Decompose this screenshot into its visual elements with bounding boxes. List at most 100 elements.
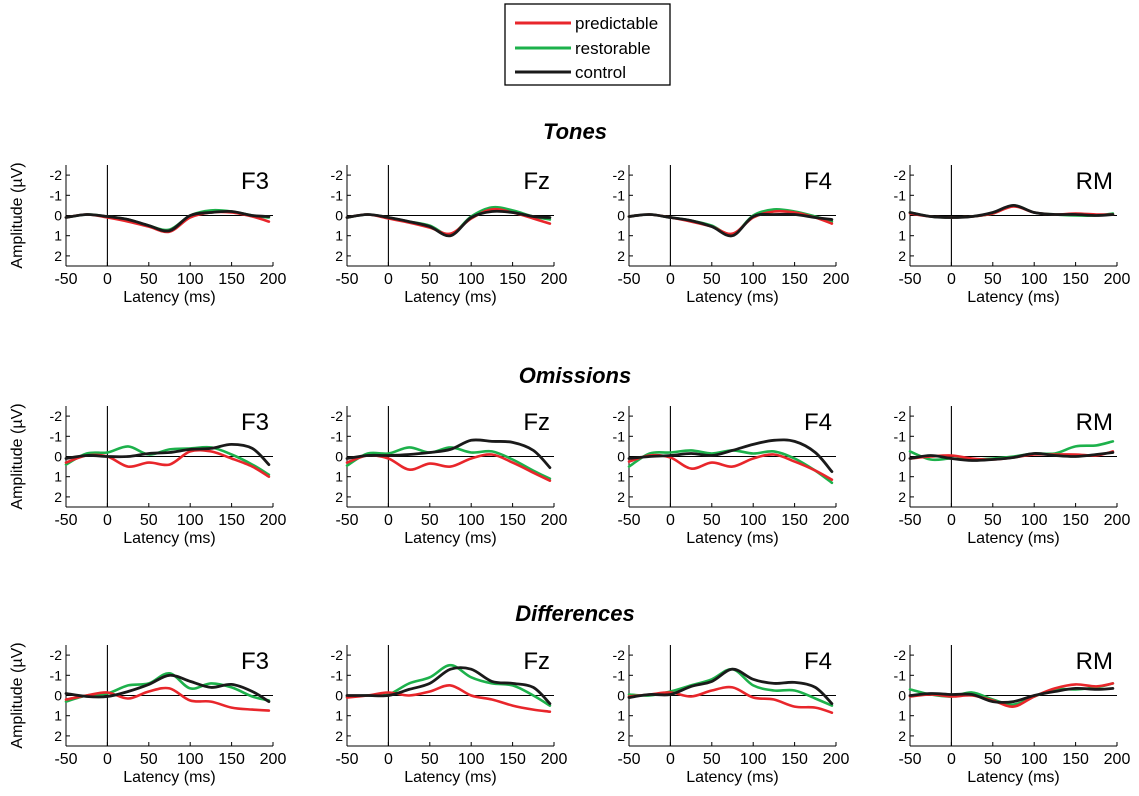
series-line-predictable-differences-rm	[908, 682, 1115, 708]
legend-label-control: control	[575, 63, 626, 82]
y-tick-label-tones-f4: 1	[617, 228, 625, 244]
x-label-tones-fz: Latency (ms)	[404, 289, 496, 306]
channel-label-differences-f3: F3	[241, 648, 269, 675]
x-label-differences-f4: Latency (ms)	[686, 769, 778, 786]
x-tick-label-tones-f4: 0	[666, 271, 675, 288]
x-tick-label-tones-rm: 100	[1021, 271, 1048, 288]
row-title-differences: Differences	[515, 601, 634, 626]
x-tick-label-tones-fz: 200	[541, 271, 568, 288]
x-tick-label-tones-f4: -50	[617, 271, 640, 288]
y-label-differences-f3: Amplitude (µV)	[9, 642, 26, 748]
x-tick-label-omissions-rm: 0	[947, 512, 956, 529]
y-tick-label-omissions-f4: -2	[613, 408, 626, 424]
series-line-restorable-omissions-f3	[64, 445, 271, 476]
x-tick-label-tones-f3: -50	[54, 271, 77, 288]
y-tick-label-tones-rm: 1	[898, 228, 906, 244]
x-tick-label-differences-fz: 50	[421, 751, 439, 768]
x-tick-label-differences-rm: 150	[1062, 751, 1089, 768]
legend: predictable restorable control	[504, 3, 671, 86]
y-tick-label-tones-f4: 0	[617, 208, 625, 224]
x-tick-label-tones-f4: 200	[823, 271, 850, 288]
x-tick-label-omissions-fz: -50	[335, 512, 358, 529]
y-tick-label-differences-fz: 0	[335, 688, 343, 704]
y-tick-label-tones-f4: -1	[613, 187, 626, 203]
x-tick-label-omissions-f3: 100	[177, 512, 204, 529]
x-label-omissions-f4: Latency (ms)	[686, 530, 778, 547]
series-line-control-differences-f3	[64, 673, 271, 703]
x-tick-label-differences-fz: 150	[499, 751, 526, 768]
series-line-control-omissions-rm	[908, 451, 1115, 462]
panel-differences-f3: -2 -1 0 1 2 -50 0 50 100 150 200 Latency (ms) Amplit…	[9, 642, 286, 786]
x-label-omissions-f3: Latency (ms)	[123, 530, 215, 547]
series-line-predictable-omissions-f3	[64, 448, 271, 478]
y-tick-label-differences-f4: -2	[613, 647, 626, 663]
x-tick-label-differences-f3: 100	[177, 751, 204, 768]
x-tick-label-tones-fz: 0	[384, 271, 393, 288]
series-line-control-differences-fz	[345, 666, 552, 705]
y-tick-label-tones-rm: -2	[894, 167, 907, 183]
y-tick-label-differences-f3: -1	[50, 667, 63, 683]
y-tick-label-differences-rm: 1	[898, 708, 906, 724]
x-tick-label-tones-rm: 0	[947, 271, 956, 288]
y-tick-label-differences-fz: -2	[331, 647, 344, 663]
y-tick-label-differences-fz: 2	[335, 728, 343, 744]
x-tick-label-differences-rm: 100	[1021, 751, 1048, 768]
x-tick-label-tones-rm: 150	[1062, 271, 1089, 288]
y-tick-label-tones-fz: 0	[335, 208, 343, 224]
x-label-omissions-rm: Latency (ms)	[967, 530, 1059, 547]
x-label-differences-f3: Latency (ms)	[123, 769, 215, 786]
y-tick-label-tones-fz: 2	[335, 248, 343, 264]
x-tick-label-differences-f3: 50	[140, 751, 158, 768]
y-tick-label-omissions-fz: -2	[331, 408, 344, 424]
x-tick-label-omissions-fz: 0	[384, 512, 393, 529]
x-tick-label-omissions-f4: -50	[617, 512, 640, 529]
x-tick-label-tones-fz: 100	[458, 271, 485, 288]
channel-label-omissions-f4: F4	[804, 409, 832, 436]
x-tick-label-omissions-rm: 100	[1021, 512, 1048, 529]
x-tick-label-differences-f4: 0	[666, 751, 675, 768]
x-tick-label-differences-rm: 0	[947, 751, 956, 768]
x-tick-label-differences-rm: 200	[1104, 751, 1131, 768]
y-tick-label-omissions-rm: -2	[894, 408, 907, 424]
y-label-tones-f3: Amplitude (µV)	[9, 162, 26, 268]
panel-tones-fz: -2 -1 0 1 2 -50 0 50 100 150 200 Latency (ms) Fz	[331, 165, 568, 306]
y-tick-label-omissions-fz: 2	[335, 489, 343, 505]
panel-tones-f4: -2 -1 0 1 2 -50 0 50 100 150 200 Latency (ms) F4	[613, 165, 850, 306]
panel-tones-rm: -2 -1 0 1 2 -50 0 50 100 150 200 Latency (ms) RM	[894, 165, 1130, 306]
series-line-control-omissions-f4	[627, 438, 834, 473]
y-tick-label-omissions-fz: 1	[335, 469, 343, 485]
channel-label-differences-fz: Fz	[523, 648, 550, 675]
x-label-omissions-fz: Latency (ms)	[404, 530, 496, 547]
y-tick-label-differences-f3: 2	[54, 728, 62, 744]
x-tick-label-omissions-f4: 150	[781, 512, 808, 529]
x-tick-label-differences-f4: 150	[781, 751, 808, 768]
y-tick-label-tones-f3: 0	[54, 208, 62, 224]
y-label-omissions-f3: Amplitude (µV)	[9, 403, 26, 509]
y-tick-label-omissions-f3: 0	[54, 449, 62, 465]
x-tick-label-differences-f3: 150	[218, 751, 245, 768]
series-line-control-tones-f4	[627, 212, 834, 238]
y-tick-label-omissions-f3: 2	[54, 489, 62, 505]
y-tick-label-differences-f3: 0	[54, 688, 62, 704]
x-tick-label-tones-f4: 50	[703, 271, 721, 288]
y-tick-label-differences-rm: -2	[894, 647, 907, 663]
channel-label-tones-f4: F4	[804, 168, 832, 195]
series-line-predictable-differences-fz	[345, 684, 552, 713]
x-label-tones-f4: Latency (ms)	[686, 289, 778, 306]
y-tick-label-differences-rm: -1	[894, 667, 907, 683]
y-tick-label-differences-fz: -1	[331, 667, 344, 683]
x-tick-label-differences-f3: -50	[54, 751, 77, 768]
series-line-control-omissions-fz	[345, 438, 552, 469]
y-tick-label-omissions-rm: 1	[898, 469, 906, 485]
y-tick-label-tones-f3: -1	[50, 187, 63, 203]
x-tick-label-tones-f3: 100	[177, 271, 204, 288]
x-tick-label-differences-fz: 0	[384, 751, 393, 768]
panel-omissions-f4: -2 -1 0 1 2 -50 0 50 100 150 200 Latency (ms) F4	[613, 406, 849, 547]
channel-label-tones-f3: F3	[241, 168, 269, 195]
x-label-differences-fz: Latency (ms)	[404, 769, 496, 786]
x-tick-label-differences-rm: -50	[898, 751, 921, 768]
x-tick-label-differences-rm: 50	[984, 751, 1002, 768]
y-tick-label-omissions-f4: 2	[617, 489, 625, 505]
y-tick-label-omissions-f3: -2	[50, 408, 63, 424]
series-line-control-tones-rm	[908, 204, 1115, 219]
